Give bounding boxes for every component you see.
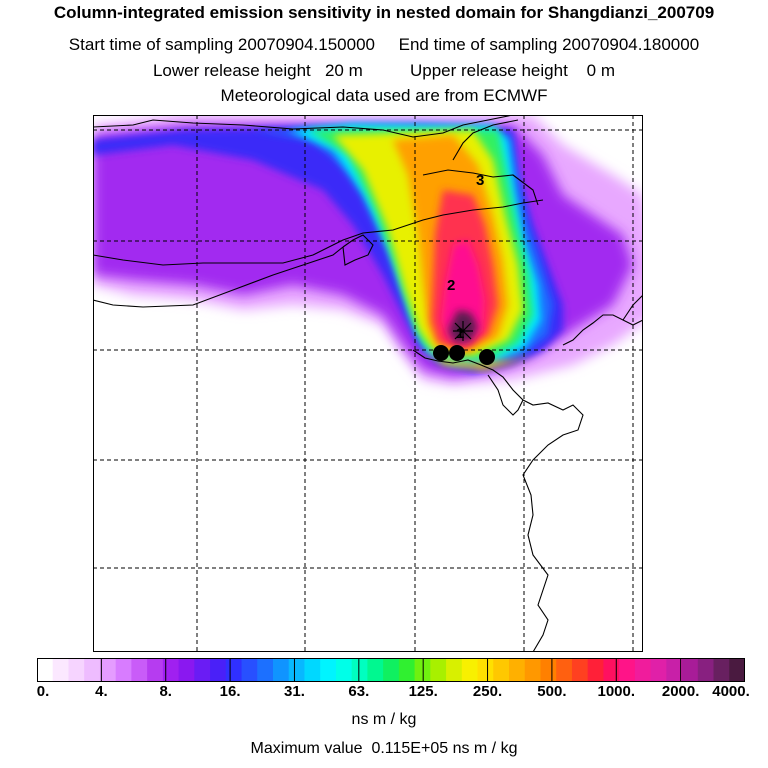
- colorbar-cell: [619, 658, 636, 682]
- colorbar-cell: [37, 658, 54, 682]
- colorbar-cell: [320, 658, 337, 682]
- colorbar-cell: [210, 658, 227, 682]
- colorbar-cell: [430, 658, 447, 682]
- colorbar-cell: [398, 658, 416, 682]
- colorbar-cell: [241, 658, 258, 682]
- colorbar-cell: [304, 658, 321, 682]
- colorbar-tick-label: 8.: [159, 683, 172, 700]
- colorbar-cell: [634, 658, 652, 682]
- colorbar-tick-label: 125.: [408, 683, 438, 700]
- release-height-line: Lower release height 20 m Upper release …: [152, 61, 616, 80]
- colorbar-cell: [477, 658, 494, 682]
- colorbar-cell: [729, 658, 745, 682]
- colorbar-cell: [713, 658, 730, 682]
- colorbar-cell: [540, 658, 557, 682]
- colorbar-cell: [178, 658, 195, 682]
- colorbar-cell: [351, 658, 368, 682]
- colorbar-frame: [37, 658, 745, 682]
- colorbar-cell: [147, 658, 164, 682]
- max-value-text: Maximum value 0.115E+05 ns m / kg: [250, 740, 518, 757]
- chart-title: Column-integrated emission sensitivity i…: [53, 3, 715, 22]
- receptor-markers: [433, 345, 495, 365]
- colorbar-cell: [383, 658, 400, 682]
- coastlines: [93, 115, 643, 652]
- colorbar-cell: [682, 658, 699, 682]
- colorbar-cell: [52, 658, 70, 682]
- receptor-marker: [449, 345, 465, 361]
- meteorological-data-line: Meteorological data used are from ECMWF: [220, 86, 548, 105]
- lat-lon-grid: [93, 115, 643, 652]
- colorbar-cell: [367, 658, 384, 682]
- sampling-time-line: Start time of sampling 20070904.150000 E…: [68, 35, 700, 54]
- colorbar-tick-label: 0.: [36, 683, 50, 700]
- point-label-2: 2: [447, 277, 455, 294]
- colorbar-cell: [556, 658, 573, 682]
- colorbar-tick-label: 16.: [219, 683, 241, 700]
- colorbar-cell: [115, 658, 132, 682]
- colorbar-tick-label: 2000.: [661, 683, 700, 700]
- colorbar-cell: [697, 658, 715, 682]
- receptor-marker: [479, 349, 495, 365]
- colorbar-cell: [68, 658, 85, 682]
- emission-sensitivity-map: 1 2 3: [93, 115, 643, 652]
- colorbar-cell: [257, 658, 274, 682]
- sensitivity-field: [93, 115, 643, 385]
- point-label-3: 3: [476, 172, 484, 189]
- colorbar-tick-label: 250.: [472, 683, 503, 700]
- point-label-1: 1: [456, 325, 464, 342]
- map-frame: [93, 115, 643, 652]
- colorbar-tick-label: 63.: [348, 683, 370, 700]
- colorbar-tick-label: 4000.: [712, 683, 750, 700]
- colorbar-cell: [335, 658, 353, 682]
- release-point-icon: [453, 321, 473, 341]
- colorbar-cell: [603, 658, 620, 682]
- map-panel: 1 2 3: [93, 115, 643, 652]
- colorbar-cell: [225, 658, 243, 682]
- colorbar-cell: [571, 658, 589, 682]
- colorbar-cell: [99, 658, 117, 682]
- colorbar-cell: [84, 658, 101, 682]
- colorbar-cell: [288, 658, 306, 682]
- colorbar-cell: [446, 658, 463, 682]
- colorbar-units: ns m / kg: [351, 711, 417, 728]
- colorbar-cell: [131, 658, 148, 682]
- colorbar-ticks: [100, 658, 682, 682]
- colorbar-cell: [524, 658, 542, 682]
- colorbar-cell: [194, 658, 211, 682]
- colorbar-cell: [650, 658, 667, 682]
- colorbar: [37, 658, 745, 682]
- colorbar-cell: [162, 658, 180, 682]
- colorbar-tick-label: 4.: [95, 683, 108, 700]
- colorbar-cell: [493, 658, 510, 682]
- colorbar-tick-label: 31.: [284, 683, 305, 700]
- receptor-marker: [433, 345, 449, 361]
- colorbar-cell: [509, 658, 526, 682]
- colorbar-cell: [273, 658, 290, 682]
- colorbar-cell: [666, 658, 683, 682]
- colorbar-tick-label: 500.: [537, 683, 567, 700]
- colorbar-cell: [461, 658, 479, 682]
- colorbar-tick-label: 1000.: [597, 683, 636, 700]
- colorbar-cell: [587, 658, 604, 682]
- colorbar-cells: [37, 658, 745, 682]
